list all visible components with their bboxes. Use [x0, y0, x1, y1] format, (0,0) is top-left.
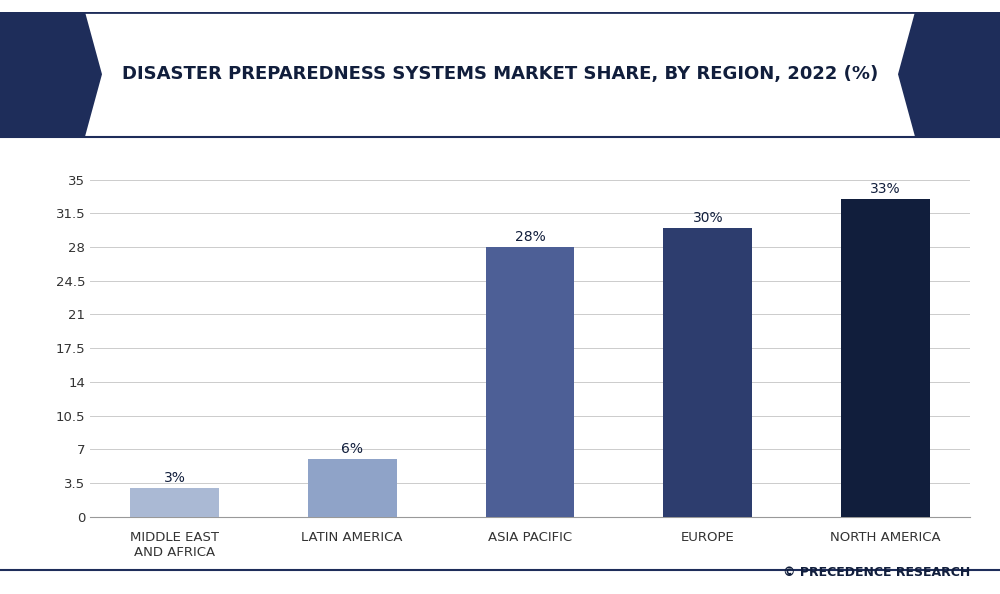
- Bar: [841, 199, 930, 517]
- Text: 33%: 33%: [870, 182, 901, 196]
- Text: 6%: 6%: [341, 442, 363, 456]
- Bar: [130, 488, 219, 517]
- Text: DISASTER PREPAREDNESS SYSTEMS MARKET SHARE, BY REGION, 2022 (%): DISASTER PREPAREDNESS SYSTEMS MARKET SHA…: [122, 65, 878, 83]
- Bar: [308, 459, 397, 517]
- FancyBboxPatch shape: [0, 12, 1000, 137]
- Text: 28%: 28%: [515, 230, 545, 244]
- Text: © PRECEDENCE RESEARCH: © PRECEDENCE RESEARCH: [783, 566, 970, 579]
- Polygon shape: [0, 12, 102, 137]
- Text: 30%: 30%: [692, 211, 723, 225]
- Text: 3%: 3%: [164, 471, 185, 485]
- Polygon shape: [898, 12, 1000, 137]
- Bar: [486, 247, 574, 517]
- Bar: [663, 228, 752, 517]
